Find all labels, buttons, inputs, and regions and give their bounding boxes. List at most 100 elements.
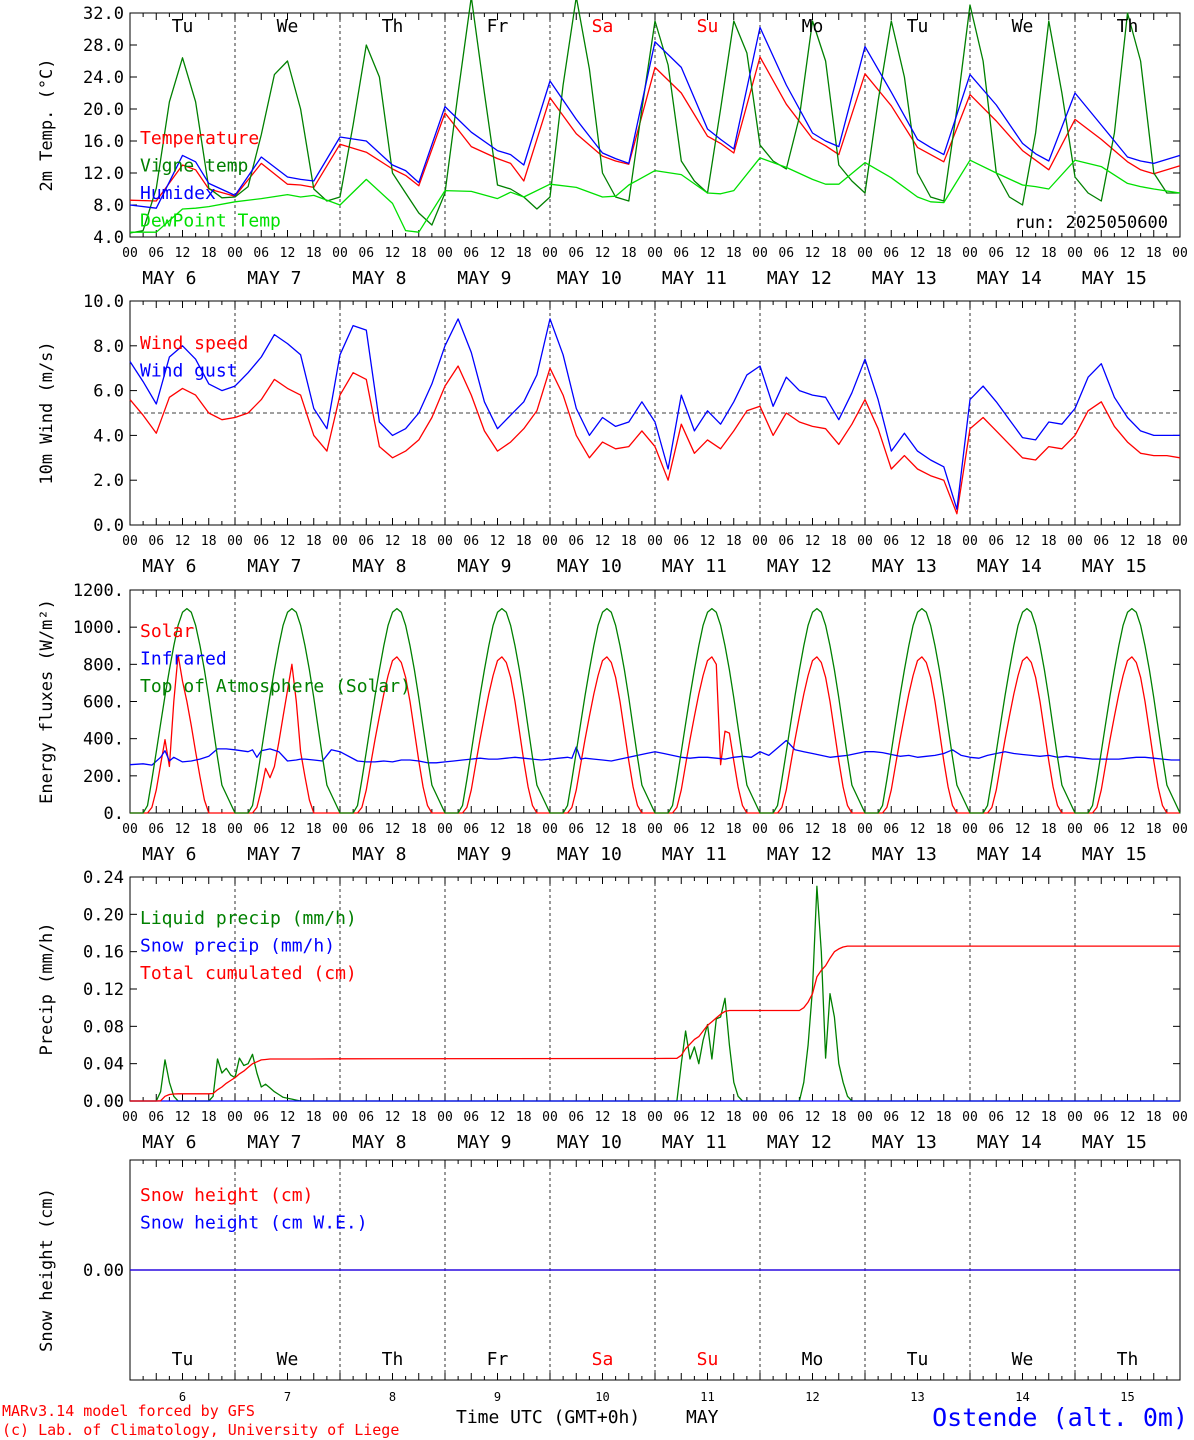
series-line bbox=[129, 26, 1181, 209]
hour-label: 18 bbox=[831, 534, 847, 549]
hour-label: 18 bbox=[936, 534, 952, 549]
x-axis-title: Time UTC (GMT+0h) bbox=[456, 1407, 641, 1428]
legend-entry: Vigne temp bbox=[140, 156, 248, 177]
hour-label: 00 bbox=[1067, 822, 1083, 837]
hour-label: 18 bbox=[621, 534, 637, 549]
hour-label: 06 bbox=[883, 534, 899, 549]
hour-label: 00 bbox=[122, 1110, 138, 1125]
date-label: MAY 10 bbox=[557, 268, 622, 289]
day-name: We bbox=[1012, 1349, 1034, 1370]
series-line bbox=[129, 365, 1181, 515]
hour-label: 06 bbox=[358, 1110, 374, 1125]
date-label: MAY 15 bbox=[1082, 556, 1147, 577]
hour-label: 06 bbox=[673, 534, 689, 549]
date-label: MAY 7 bbox=[247, 268, 301, 289]
day-name: Th bbox=[1117, 16, 1139, 37]
date-label: MAY 8 bbox=[352, 844, 406, 865]
day-number: 8 bbox=[389, 1390, 396, 1404]
date-label: MAY 10 bbox=[557, 556, 622, 577]
hour-label: 00 bbox=[962, 246, 978, 261]
hour-label: 06 bbox=[988, 822, 1004, 837]
y-tick-label: 0. bbox=[104, 804, 124, 824]
hour-label: 18 bbox=[936, 1110, 952, 1125]
date-label: MAY 11 bbox=[662, 844, 727, 865]
hour-label: 12 bbox=[175, 534, 191, 549]
date-label: MAY 7 bbox=[247, 556, 301, 577]
hour-label: 18 bbox=[1041, 246, 1057, 261]
date-label: MAY 15 bbox=[1082, 268, 1147, 289]
hour-label: 00 bbox=[962, 1110, 978, 1125]
hour-label: 06 bbox=[463, 1110, 479, 1125]
date-label: MAY 14 bbox=[977, 1132, 1042, 1153]
legend-entry: Infrared bbox=[140, 649, 227, 670]
panel-precip: 0.00 0.04 0.08 0.12 0.16 0.20 0.24 Precip (mm/h… bbox=[37, 868, 1188, 1153]
hour-label: 06 bbox=[883, 246, 899, 261]
legend-entry: Humidex bbox=[140, 183, 216, 204]
hour-label: 06 bbox=[358, 534, 374, 549]
hour-label: 18 bbox=[936, 246, 952, 261]
date-label: MAY 15 bbox=[1082, 1132, 1147, 1153]
hour-label: 12 bbox=[1120, 1110, 1136, 1125]
series-line bbox=[130, 945, 1180, 1102]
y-tick-label: 400. bbox=[83, 730, 124, 750]
day-name: We bbox=[277, 16, 299, 37]
y-tick-label: 0.20 bbox=[83, 905, 124, 925]
hour-label: 00 bbox=[437, 534, 453, 549]
hour-label: 00 bbox=[227, 1110, 243, 1125]
legend-entry: Liquid precip (mm/h) bbox=[140, 908, 357, 929]
hour-label: 12 bbox=[910, 1110, 926, 1125]
hour-label: 18 bbox=[726, 822, 742, 837]
legend-entry: Temperature bbox=[140, 128, 259, 149]
y-axis-label: Energy fluxes (W/m²) bbox=[37, 599, 57, 804]
hour-label: 12 bbox=[1120, 534, 1136, 549]
hour-label: 18 bbox=[1146, 246, 1162, 261]
hour-label: 18 bbox=[411, 246, 427, 261]
y-tick-label: 0.00 bbox=[83, 1092, 124, 1112]
hour-label: 12 bbox=[595, 246, 611, 261]
day-name: We bbox=[277, 1349, 299, 1370]
day-name: Su bbox=[697, 16, 719, 37]
hour-label: 00 bbox=[542, 1110, 558, 1125]
hour-label: 00 bbox=[332, 822, 348, 837]
date-label: MAY 8 bbox=[352, 1132, 406, 1153]
date-label: MAY 6 bbox=[142, 268, 196, 289]
date-label: MAY 6 bbox=[142, 844, 196, 865]
y-tick-label: 0.0 bbox=[93, 516, 124, 536]
y-axis-label: Precip (mm/h) bbox=[37, 922, 57, 1055]
date-label: MAY 11 bbox=[662, 556, 727, 577]
day-name: Sa bbox=[592, 1349, 614, 1370]
y-tick-label: 28.0 bbox=[83, 36, 124, 56]
y-tick-label: 0.00 bbox=[83, 1261, 124, 1281]
run-annotation: run: 2025050600 bbox=[1014, 213, 1168, 233]
hour-label: 06 bbox=[358, 822, 374, 837]
hour-label: 06 bbox=[1093, 1110, 1109, 1125]
series-line bbox=[130, 607, 1181, 814]
hour-label: 18 bbox=[621, 822, 637, 837]
hour-label: 18 bbox=[306, 1110, 322, 1125]
y-tick-label: 8.0 bbox=[93, 337, 124, 357]
date-label: MAY 10 bbox=[557, 844, 622, 865]
hour-label: 18 bbox=[516, 1110, 532, 1125]
day-number: 15 bbox=[1120, 1390, 1134, 1404]
date-label: MAY 11 bbox=[662, 1132, 727, 1153]
hour-label: 12 bbox=[595, 534, 611, 549]
hour-label: 18 bbox=[201, 1110, 217, 1125]
hour-label: 12 bbox=[910, 534, 926, 549]
day-name: Th bbox=[382, 16, 404, 37]
hour-label: 00 bbox=[647, 1110, 663, 1125]
hour-label: 18 bbox=[831, 822, 847, 837]
hour-label: 00 bbox=[542, 534, 558, 549]
date-label: MAY 6 bbox=[142, 1132, 196, 1153]
day-name: Th bbox=[1117, 1349, 1139, 1370]
hour-label: 18 bbox=[516, 822, 532, 837]
hour-label: 06 bbox=[673, 246, 689, 261]
hour-label: 18 bbox=[936, 822, 952, 837]
legend-entry: Snow height (cm) bbox=[140, 1185, 313, 1206]
hour-label: 12 bbox=[385, 822, 401, 837]
y-tick-label: 10.0 bbox=[83, 292, 124, 312]
date-label: MAY 11 bbox=[662, 268, 727, 289]
hour-label: 12 bbox=[175, 822, 191, 837]
date-label: MAY 6 bbox=[142, 556, 196, 577]
hour-label: 00 bbox=[227, 822, 243, 837]
